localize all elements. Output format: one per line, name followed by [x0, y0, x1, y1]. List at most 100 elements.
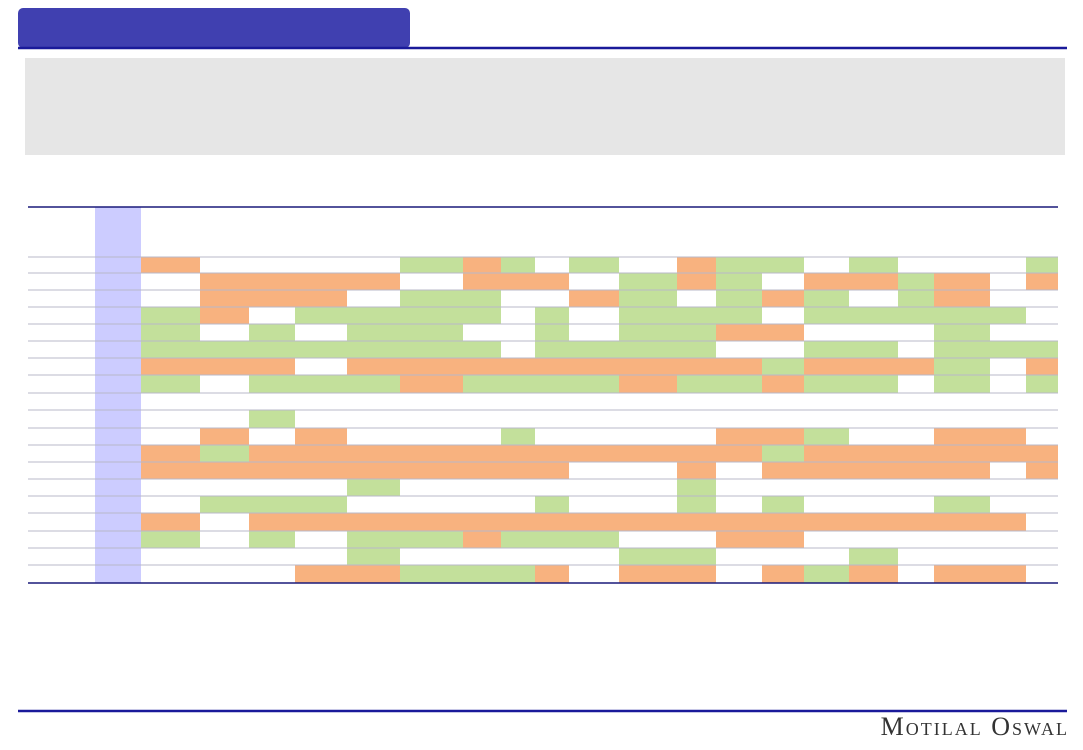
brand: Motilal Oswal — [880, 712, 1069, 741]
cell — [249, 462, 295, 479]
cell — [569, 290, 619, 307]
cell — [716, 273, 762, 290]
cell — [501, 462, 535, 479]
cell — [716, 445, 762, 462]
cell — [501, 428, 535, 445]
cell — [804, 445, 849, 462]
cell — [762, 513, 804, 531]
cell — [501, 445, 535, 462]
cell — [463, 513, 501, 531]
cell — [535, 324, 569, 341]
cell — [934, 273, 990, 290]
cell — [716, 428, 762, 445]
cell — [569, 341, 619, 358]
cell — [347, 565, 400, 583]
cell — [347, 358, 400, 375]
cell — [619, 307, 677, 324]
cell — [619, 358, 677, 375]
cell — [898, 307, 934, 324]
cell — [677, 462, 716, 479]
cell — [619, 445, 677, 462]
cell — [990, 428, 1026, 445]
cell — [716, 358, 762, 375]
cell — [849, 513, 898, 531]
cell — [249, 531, 295, 548]
cell — [249, 324, 295, 341]
highlight-column — [95, 207, 141, 583]
cell — [762, 290, 804, 307]
cell — [569, 375, 619, 393]
cell — [849, 358, 898, 375]
cell — [716, 375, 762, 393]
cell — [501, 358, 535, 375]
cell — [716, 513, 762, 531]
cell — [804, 307, 849, 324]
cell — [501, 257, 535, 273]
cell — [898, 462, 934, 479]
cell — [501, 273, 535, 290]
cell — [762, 462, 804, 479]
cell — [569, 531, 619, 548]
cell — [849, 548, 898, 565]
cell — [141, 462, 200, 479]
cell — [535, 375, 569, 393]
cell — [200, 445, 249, 462]
cell — [400, 375, 463, 393]
cell — [849, 273, 898, 290]
cell — [141, 257, 200, 273]
cell — [249, 445, 295, 462]
cell — [501, 513, 535, 531]
cell — [295, 273, 347, 290]
cell — [762, 428, 804, 445]
cell — [400, 324, 463, 341]
cell — [463, 290, 501, 307]
cell — [463, 565, 501, 583]
cell — [347, 462, 400, 479]
cell — [934, 290, 990, 307]
cell — [535, 496, 569, 513]
cell — [619, 273, 677, 290]
cell — [804, 358, 849, 375]
cell — [934, 513, 990, 531]
cell — [141, 324, 200, 341]
cell — [463, 273, 501, 290]
cell — [141, 358, 200, 375]
cell — [677, 257, 716, 273]
cell — [249, 358, 295, 375]
cell — [569, 513, 619, 531]
cell — [463, 462, 501, 479]
cell — [249, 273, 295, 290]
cell — [463, 358, 501, 375]
cell — [762, 358, 804, 375]
cell — [677, 307, 716, 324]
cell — [200, 341, 249, 358]
cell — [249, 341, 295, 358]
cell — [934, 341, 990, 358]
cell — [934, 375, 990, 393]
cell — [619, 565, 677, 583]
cell — [463, 445, 501, 462]
cell — [849, 565, 898, 583]
cell — [463, 307, 501, 324]
cell — [535, 531, 569, 548]
cell — [804, 375, 849, 393]
cell — [249, 375, 295, 393]
cell — [295, 341, 347, 358]
cell — [934, 358, 990, 375]
cell — [295, 462, 347, 479]
cell — [501, 375, 535, 393]
cell — [141, 341, 200, 358]
cell — [141, 531, 200, 548]
cell — [347, 341, 400, 358]
cell — [849, 445, 898, 462]
cell — [347, 273, 400, 290]
cell — [400, 531, 463, 548]
cell — [200, 428, 249, 445]
cell — [249, 513, 295, 531]
cell — [463, 257, 501, 273]
cell — [804, 290, 849, 307]
cell — [990, 307, 1026, 324]
cell — [535, 341, 569, 358]
cell — [347, 548, 400, 565]
